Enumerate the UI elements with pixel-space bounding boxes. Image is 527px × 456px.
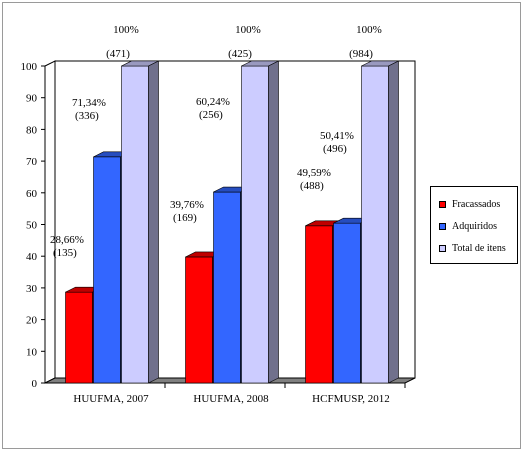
data-label: 100% [235,24,261,36]
y-tick-label: 50 [26,220,38,232]
data-label: 71,34% [72,97,106,109]
data-label: (488) [300,180,324,192]
data-label: 60,24% [196,96,230,108]
y-tick-label: 20 [26,315,38,327]
data-label: (169) [173,212,197,224]
bar-side [388,60,399,384]
data-label: (496) [323,143,347,155]
y-tick-label: 70 [26,156,38,168]
legend-swatch-total-de-itens [439,244,446,252]
x-tick-label: HUUFMA, 2008 [193,393,269,405]
y-tick-label: 0 [32,378,38,390]
data-label: (984) [349,48,373,60]
bar [93,156,121,384]
bar [65,291,93,384]
bar [305,225,333,384]
bar [121,65,149,384]
legend-item-fracassados: Fracassados [439,197,500,211]
data-label: 28,66% [50,234,84,246]
y-tick-label: 60 [26,188,38,200]
side-wall [44,60,56,384]
legend: Fracassados Adquiridos Total de itens [430,186,518,264]
data-label: 100% [356,24,382,36]
x-tick-label: HUUFMA, 2007 [73,393,149,405]
data-label: 50,41% [320,130,354,142]
bar-side [148,60,159,384]
legend-label-adquiridos: Adquiridos [452,220,497,232]
y-tick-label: 100 [21,61,38,73]
y-tick-label: 90 [26,93,38,105]
legend-swatch-adquiridos [439,222,446,230]
data-label: (425) [228,48,252,60]
data-label: (256) [199,109,223,121]
data-label: 100% [113,24,139,36]
bar-side [268,60,279,384]
y-tick-label: 30 [26,283,38,295]
data-label: (471) [106,48,130,60]
legend-label-total-de-itens: Total de itens [452,242,506,254]
y-tick-label: 80 [26,124,38,136]
legend-label-fracassados: Fracassados [452,198,501,210]
y-tick-label: 10 [26,346,38,358]
y-tick-label: 40 [26,251,38,263]
data-label: (336) [75,110,99,122]
legend-swatch-fracassados [439,200,446,208]
data-label: 39,76% [170,199,204,211]
legend-item-adquiridos: Adquiridos [439,219,497,233]
data-label: (135) [53,247,77,259]
data-label: 49,59% [297,167,331,179]
bar [213,191,241,384]
x-tick-label: HCFMUSP, 2012 [312,393,390,405]
bar [185,256,213,384]
bar [241,65,269,384]
legend-item-total-de-itens: Total de itens [439,241,506,255]
bar [361,65,389,384]
bar [333,222,361,384]
